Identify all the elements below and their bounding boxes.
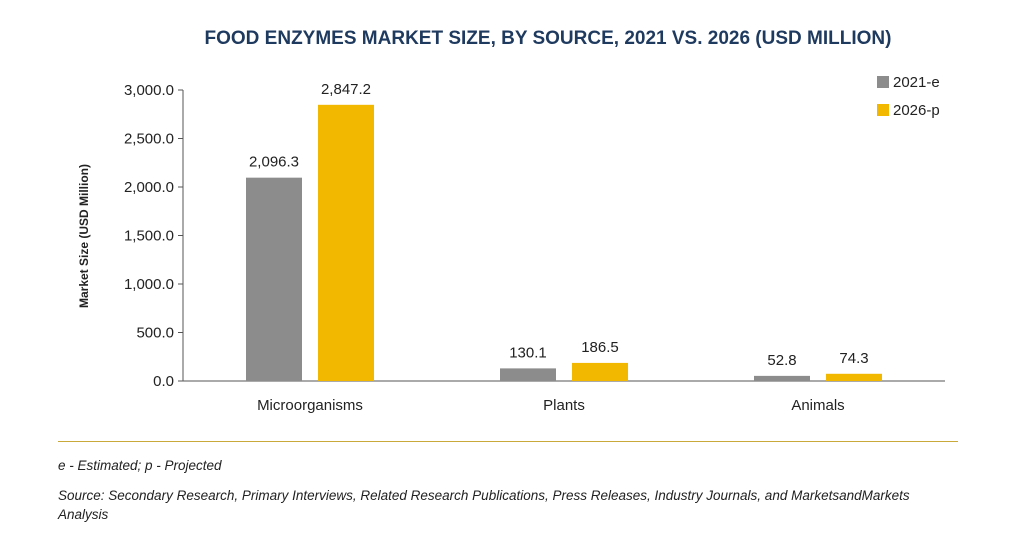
legend-swatch-2026-p [877, 104, 889, 116]
y-tick-label: 500.0 [136, 325, 174, 342]
footnote-source: Source: Secondary Research, Primary Inte… [58, 488, 910, 522]
y-axis-ticks: 0.0 500.0 1,000.0 1,500.0 2,000.0 2,500.0 3,00… [124, 82, 183, 390]
data-label: 130.1 [509, 344, 547, 361]
legend-label: 2021-e [893, 74, 940, 91]
x-category-label: Plants [543, 397, 585, 414]
data-label: 52.8 [767, 352, 796, 369]
legend-label: 2026-p [893, 102, 940, 119]
chart-title: FOOD ENZYMES MARKET SIZE, BY SOURCE, 202… [205, 28, 892, 49]
y-tick-label: 0.0 [153, 373, 174, 390]
x-category-label: Microorganisms [257, 397, 363, 414]
category-labels: Microorganisms Plants Animals [257, 397, 845, 414]
bar-microorganisms-2021-e [246, 177, 302, 381]
bar-animals-2021-e [754, 375, 810, 381]
legend: 2021-e 2026-p [877, 74, 940, 119]
data-label: 2,847.2 [321, 81, 371, 98]
data-labels: 2,096.3 2,847.2 130.1 186.5 52.8 74.3 [249, 81, 869, 369]
y-tick-label: 1,500.0 [124, 228, 174, 245]
chart: FOOD ENZYMES MARKET SIZE, BY SOURCE, 202… [77, 28, 945, 414]
x-category-label: Animals [791, 397, 844, 414]
data-label: 74.3 [839, 350, 868, 367]
data-label: 2,096.3 [249, 154, 299, 171]
y-tick-label: 1,000.0 [124, 276, 174, 293]
bar-animals-2026-p [826, 373, 882, 381]
y-tick-label: 2,500.0 [124, 131, 174, 148]
y-tick-label: 3,000.0 [124, 82, 174, 99]
y-tick-label: 2,000.0 [124, 179, 174, 196]
bar-plants-2026-p [572, 362, 628, 381]
footnote-divider [58, 441, 958, 442]
bar-microorganisms-2026-p [318, 104, 374, 382]
y-axis-label: Market Size (USD Million) [77, 164, 91, 308]
legend-swatch-2021-e [877, 76, 889, 88]
bar-plants-2021-e [500, 368, 556, 381]
bars [246, 104, 882, 382]
data-label: 186.5 [581, 339, 619, 356]
footnote-estimated-projected: e - Estimated; p - Projected [58, 458, 222, 473]
